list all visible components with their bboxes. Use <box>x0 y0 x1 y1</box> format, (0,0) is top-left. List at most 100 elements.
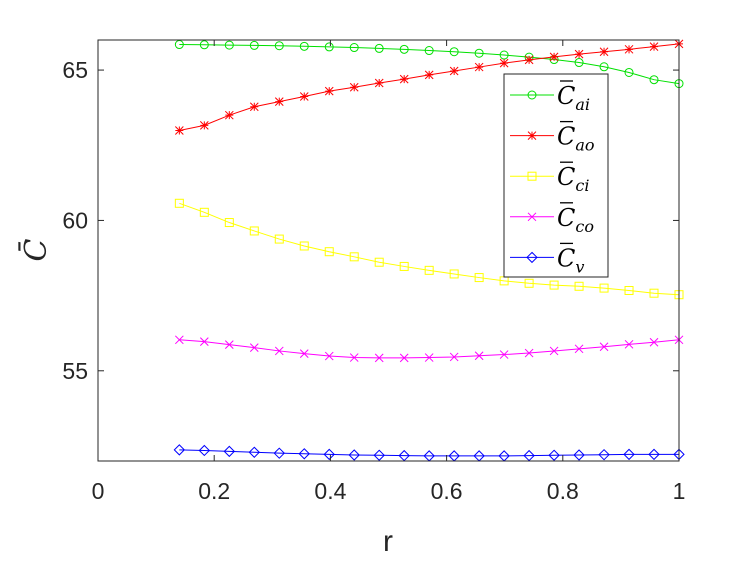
data-point-v <box>198 444 211 457</box>
data-point-v <box>248 446 260 458</box>
data-point-ao <box>499 58 509 68</box>
data-point-ci <box>449 269 459 279</box>
data-point-co <box>224 340 234 349</box>
series-line-v <box>179 449 679 457</box>
data-point-co <box>599 342 609 352</box>
legend-item-ao: Cao <box>510 120 595 155</box>
legend-box <box>503 73 609 278</box>
data-point-ai <box>499 50 509 60</box>
data-point-ao <box>199 121 209 130</box>
data-point-ao <box>424 70 434 80</box>
legend-marker <box>527 212 537 222</box>
svg-text:C̄: C̄ <box>18 238 54 261</box>
data-point-co <box>199 337 209 346</box>
y-tick-label: 60 <box>62 207 88 233</box>
data-point-ci <box>299 241 309 251</box>
data-point-v <box>548 449 560 461</box>
data-point-ci <box>274 234 284 244</box>
data-point-v <box>223 445 236 458</box>
data-point-ai <box>249 40 259 50</box>
data-point-ai <box>649 75 659 85</box>
data-point-co <box>574 344 584 354</box>
data-point-ao <box>599 47 609 57</box>
data-point-ao <box>449 66 459 76</box>
data-point-ao <box>524 55 534 65</box>
data-point-ai <box>374 43 384 53</box>
data-point-v <box>623 448 635 461</box>
data-point-co <box>624 339 634 349</box>
data-point-ai <box>424 46 434 56</box>
data-point-v <box>373 449 385 461</box>
x-axis-title: r <box>383 525 393 558</box>
data-point-v <box>348 449 360 461</box>
data-point-ao <box>549 52 559 62</box>
y-axis-title: C̄ <box>18 238 54 261</box>
data-point-ci <box>374 257 384 267</box>
data-point-ao <box>249 102 259 112</box>
series-line-ai <box>179 44 680 85</box>
data-point-ai <box>324 42 334 52</box>
legend-marker <box>527 90 537 100</box>
data-point-v <box>598 448 610 461</box>
data-point-v <box>298 448 310 460</box>
data-point-ao <box>274 97 284 106</box>
data-point-ci <box>424 265 434 275</box>
data-point-ao <box>324 86 334 96</box>
data-point-v <box>173 444 186 456</box>
data-point-ao <box>374 78 384 88</box>
data-point-ci <box>649 288 659 298</box>
data-point-ci <box>524 278 534 288</box>
legend-label: Cv <box>557 244 584 276</box>
data-point-ci <box>249 226 259 236</box>
data-point-co <box>649 337 659 347</box>
legend-item-v: Cv <box>510 242 584 276</box>
legend-item-ai: Cai <box>510 80 590 114</box>
data-point-co <box>174 335 184 345</box>
data-point-ai <box>224 40 234 50</box>
data-point-co <box>299 349 309 358</box>
legend-marker <box>527 131 537 140</box>
legend-item-ci: Cci <box>510 161 589 195</box>
data-point-co <box>424 353 434 362</box>
y-tick-label: 65 <box>62 57 88 83</box>
data-point-ao <box>624 44 634 54</box>
data-point-ai <box>349 43 359 53</box>
data-point-ao <box>474 62 484 72</box>
legend-marker <box>526 251 538 264</box>
x-tick-label: 0 <box>92 478 105 504</box>
data-point-ci <box>349 252 359 262</box>
data-point-ci <box>599 283 609 293</box>
data-point-ci <box>474 273 484 283</box>
data-point-co <box>449 352 459 362</box>
data-point-ci <box>174 198 184 208</box>
data-point-ai <box>274 41 284 51</box>
legend-label: Cco <box>557 204 594 236</box>
data-point-v <box>323 448 335 461</box>
data-point-ai <box>299 41 309 51</box>
data-point-ai <box>624 67 634 77</box>
data-point-ci <box>224 218 234 228</box>
x-tick-label: 0.2 <box>198 478 230 504</box>
data-point-co <box>274 346 284 356</box>
x-tick-label: 0.8 <box>547 478 579 504</box>
data-point-co <box>399 353 409 363</box>
data-point-ci <box>199 207 209 217</box>
data-point-co <box>549 346 559 356</box>
data-point-ci <box>574 281 584 291</box>
data-point-ai <box>599 62 609 72</box>
data-point-ao <box>224 110 234 120</box>
data-point-co <box>249 343 259 352</box>
series-ai <box>174 40 684 89</box>
data-point-ao <box>649 42 659 51</box>
legend-label: Cci <box>557 163 589 195</box>
legend-item-co: Cco <box>510 202 594 236</box>
series-line-ci <box>179 202 680 296</box>
data-point-ai <box>174 40 184 50</box>
x-tick-label: 0.4 <box>314 478 346 504</box>
data-point-ao <box>174 126 184 135</box>
data-point-ai <box>199 40 209 50</box>
legend: Cai Cao Cci Cco Cv <box>503 73 609 278</box>
data-point-v <box>273 447 285 459</box>
data-point-ai <box>574 58 584 68</box>
